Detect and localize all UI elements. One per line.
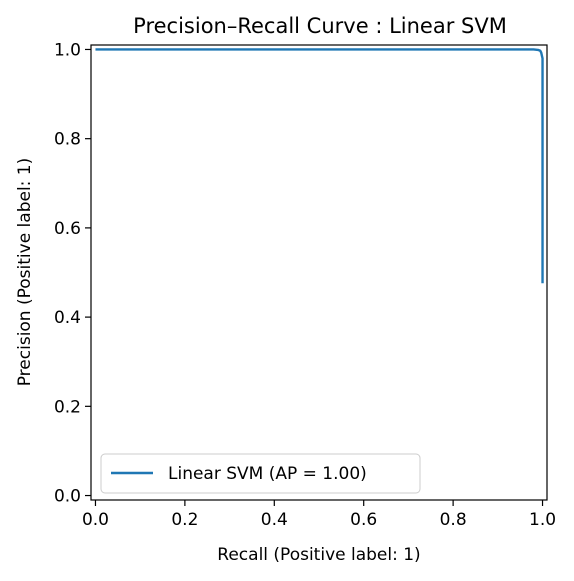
legend-label-linear-svm: Linear SVM (AP = 1.00) xyxy=(168,464,367,484)
legend: Linear SVM (AP = 1.00) xyxy=(100,453,421,494)
x-axis-ticks: 0.0 0.2 0.4 0.6 0.8 1.0 xyxy=(82,500,556,530)
x-tick-label: 0.2 xyxy=(171,510,198,530)
x-tick-label: 1.0 xyxy=(529,510,556,530)
series-layer xyxy=(95,48,544,284)
y-tick-label: 0.2 xyxy=(54,397,81,417)
y-axis-ticks: 0.0 0.2 0.4 0.6 0.8 1.0 xyxy=(54,40,91,507)
y-tick-label: 0.6 xyxy=(54,219,81,239)
legend-box xyxy=(100,453,421,494)
chart-title: Precision–Recall Curve : Linear SVM xyxy=(133,14,507,38)
y-tick-label: 0.0 xyxy=(54,487,81,507)
x-axis-label: Recall (Positive label: 1) xyxy=(217,545,420,565)
plot-area-frame xyxy=(90,44,548,501)
y-tick-label: 0.4 xyxy=(54,308,81,328)
y-axis-label: Precision (Positive label: 1) xyxy=(15,158,35,387)
x-tick-label: 0.0 xyxy=(82,510,109,530)
y-tick-label: 1.0 xyxy=(54,40,81,60)
series-line-0 xyxy=(95,48,544,284)
x-tick-label: 0.6 xyxy=(350,510,377,530)
x-tick-label: 0.4 xyxy=(261,510,288,530)
x-tick-label: 0.8 xyxy=(440,510,467,530)
y-tick-label: 0.8 xyxy=(54,130,81,150)
